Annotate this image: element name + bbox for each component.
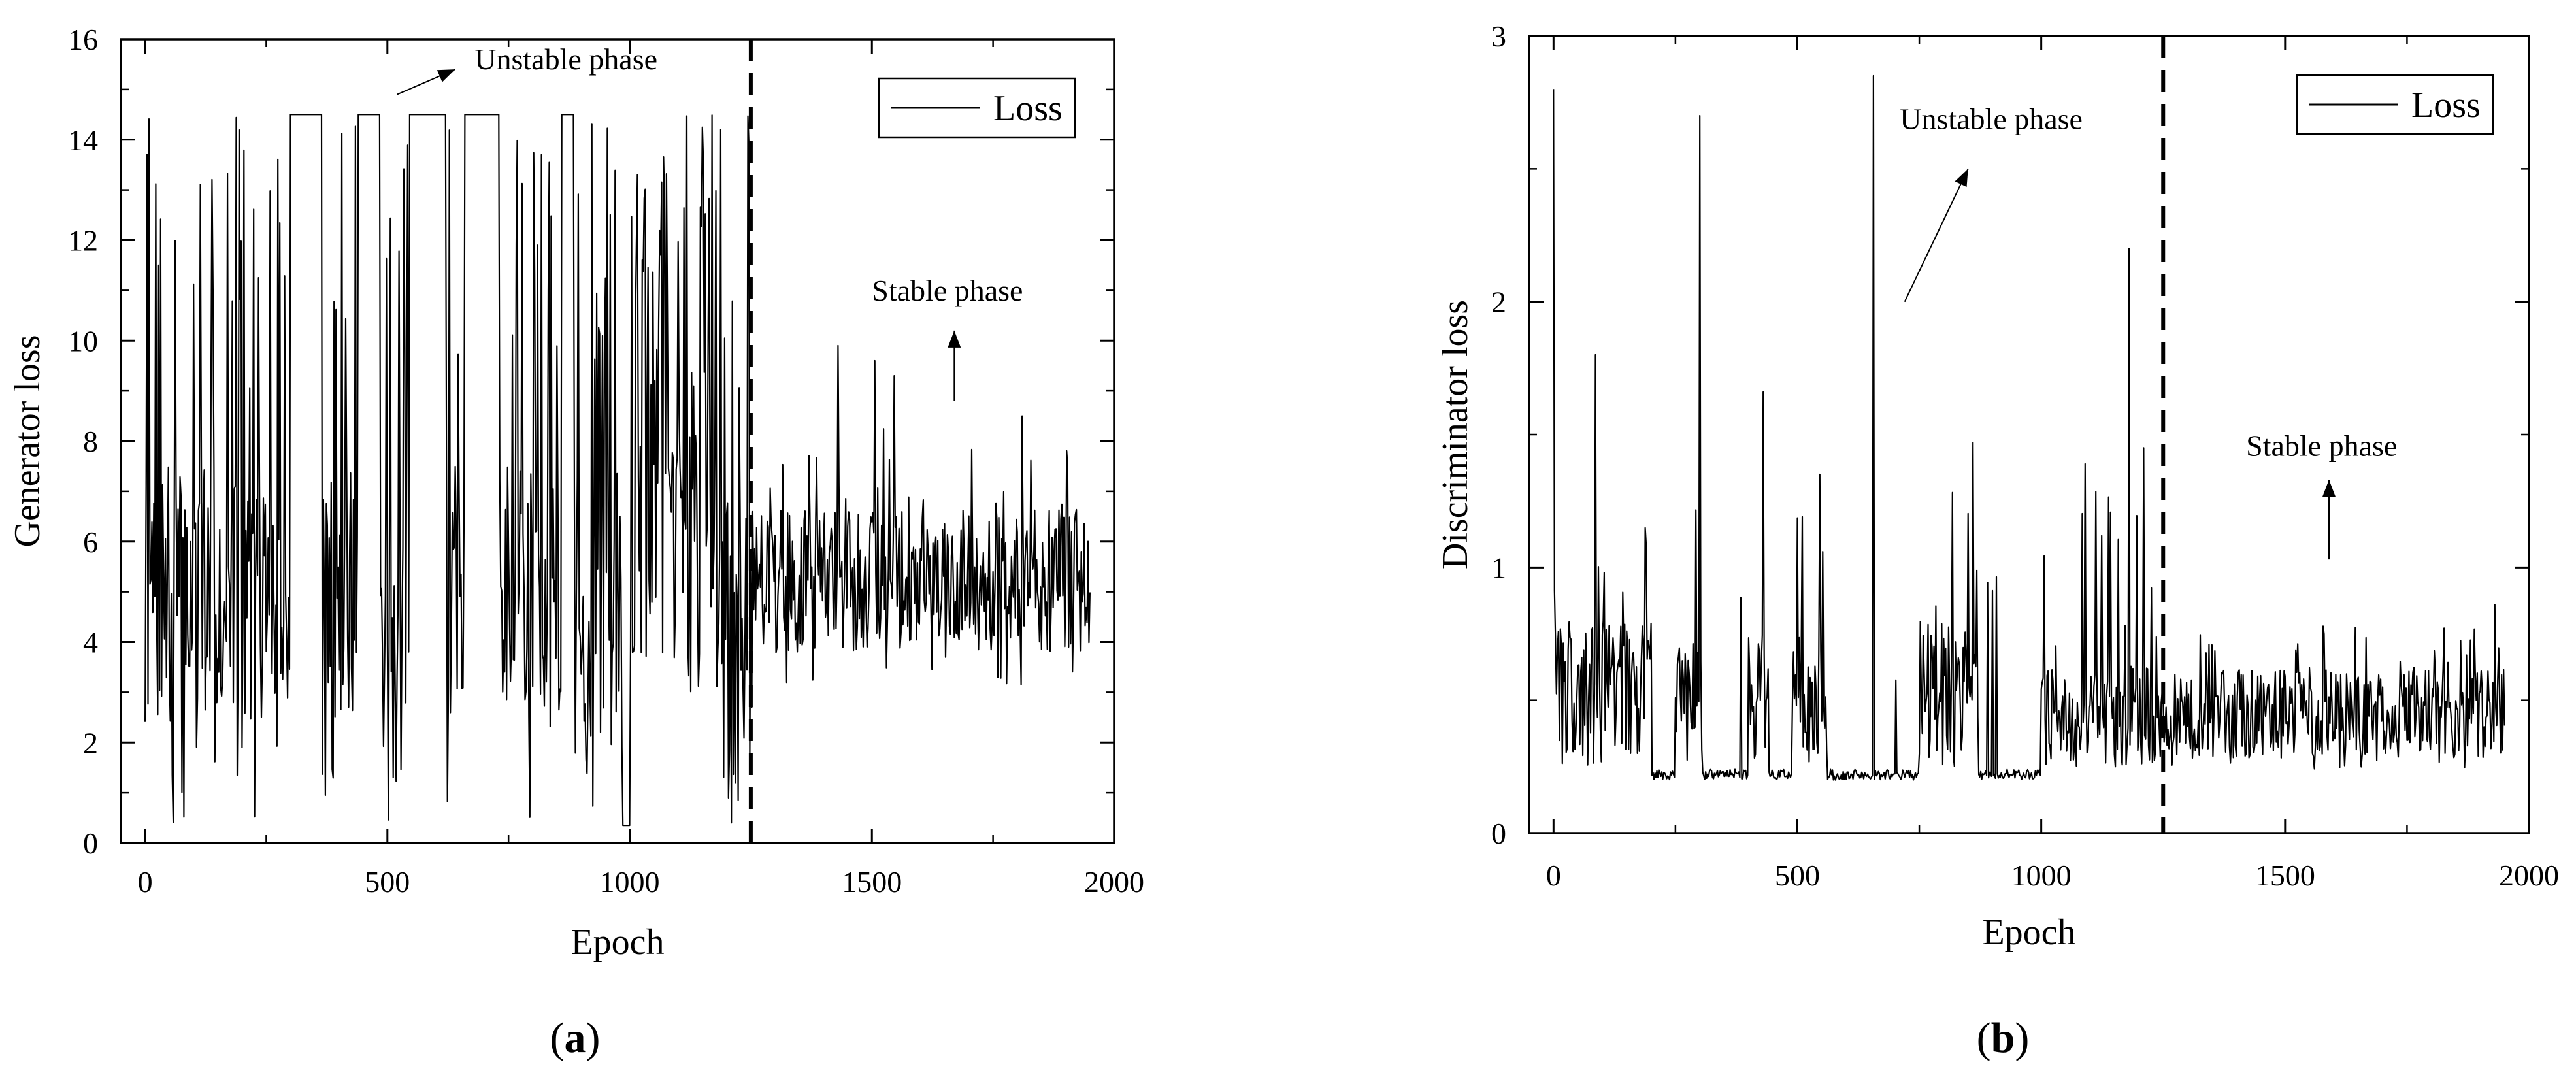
x-tick-label: 1000 — [2011, 859, 2072, 892]
x-tick-label: 500 — [1775, 859, 1820, 892]
annotation-arrow-shaft — [1904, 168, 1969, 303]
y-axis-title: Discriminator loss — [1435, 300, 1476, 569]
y-tick-label: 12 — [68, 224, 98, 257]
y-tick-label: 8 — [83, 425, 98, 458]
y-tick-label: 1 — [1491, 551, 1506, 584]
y-tick-label: 3 — [1491, 20, 1506, 53]
y-tick-label: 14 — [68, 124, 98, 157]
y-tick-label: 0 — [1491, 817, 1506, 850]
series-line-loss — [1553, 74, 2505, 781]
annotation-arrow-head — [1955, 169, 1968, 188]
x-tick-label: 1500 — [2255, 859, 2315, 892]
x-axis-title: Epoch — [1982, 912, 2075, 953]
x-axis-title: Epoch — [570, 922, 664, 963]
y-tick-label: 2 — [83, 726, 98, 759]
y-tick-label: 16 — [68, 23, 98, 56]
panel-label: (a) — [550, 1014, 601, 1062]
series-line-loss — [144, 114, 1091, 827]
x-tick-label: 0 — [1546, 859, 1561, 892]
chart-panel-a: 0 500 1000 1500 2000 0 2 4 6 8 10 12 14 16 Epoch Genera… — [7, 23, 1144, 1062]
x-tick-label: 0 — [138, 865, 153, 899]
annotation-arrow-head — [2322, 480, 2336, 497]
y-tick-label: 6 — [83, 525, 98, 559]
legend-label: Loss — [2411, 85, 2481, 125]
x-tick-label: 2000 — [1084, 865, 1144, 899]
x-tick-label: 2000 — [2499, 859, 2559, 892]
y-axis-title: Generator loss — [7, 335, 48, 547]
annotation-unstable-phase: Unstable phase — [474, 42, 657, 76]
annotation-stable-phase: Stable phase — [872, 274, 1023, 307]
y-tick-label: 2 — [1491, 286, 1506, 319]
annotation-arrow-head — [437, 69, 455, 82]
panel-label: (b) — [1977, 1014, 2030, 1062]
chart-panel-b: 0 500 1000 1500 2000 0 1 2 3 Epoch Discriminator l… — [1435, 20, 2559, 1062]
y-tick-label: 4 — [83, 626, 98, 659]
legend-label: Loss — [993, 88, 1063, 129]
annotation-unstable-phase: Unstable phase — [1900, 102, 2083, 135]
x-tick-label: 1000 — [600, 865, 660, 899]
x-tick-label: 500 — [365, 865, 410, 899]
x-tick-label: 1500 — [842, 865, 902, 899]
y-tick-label: 10 — [68, 324, 98, 357]
annotation-stable-phase: Stable phase — [2246, 429, 2397, 463]
y-tick-label: 0 — [83, 827, 98, 860]
annotation-arrow-head — [948, 330, 961, 348]
